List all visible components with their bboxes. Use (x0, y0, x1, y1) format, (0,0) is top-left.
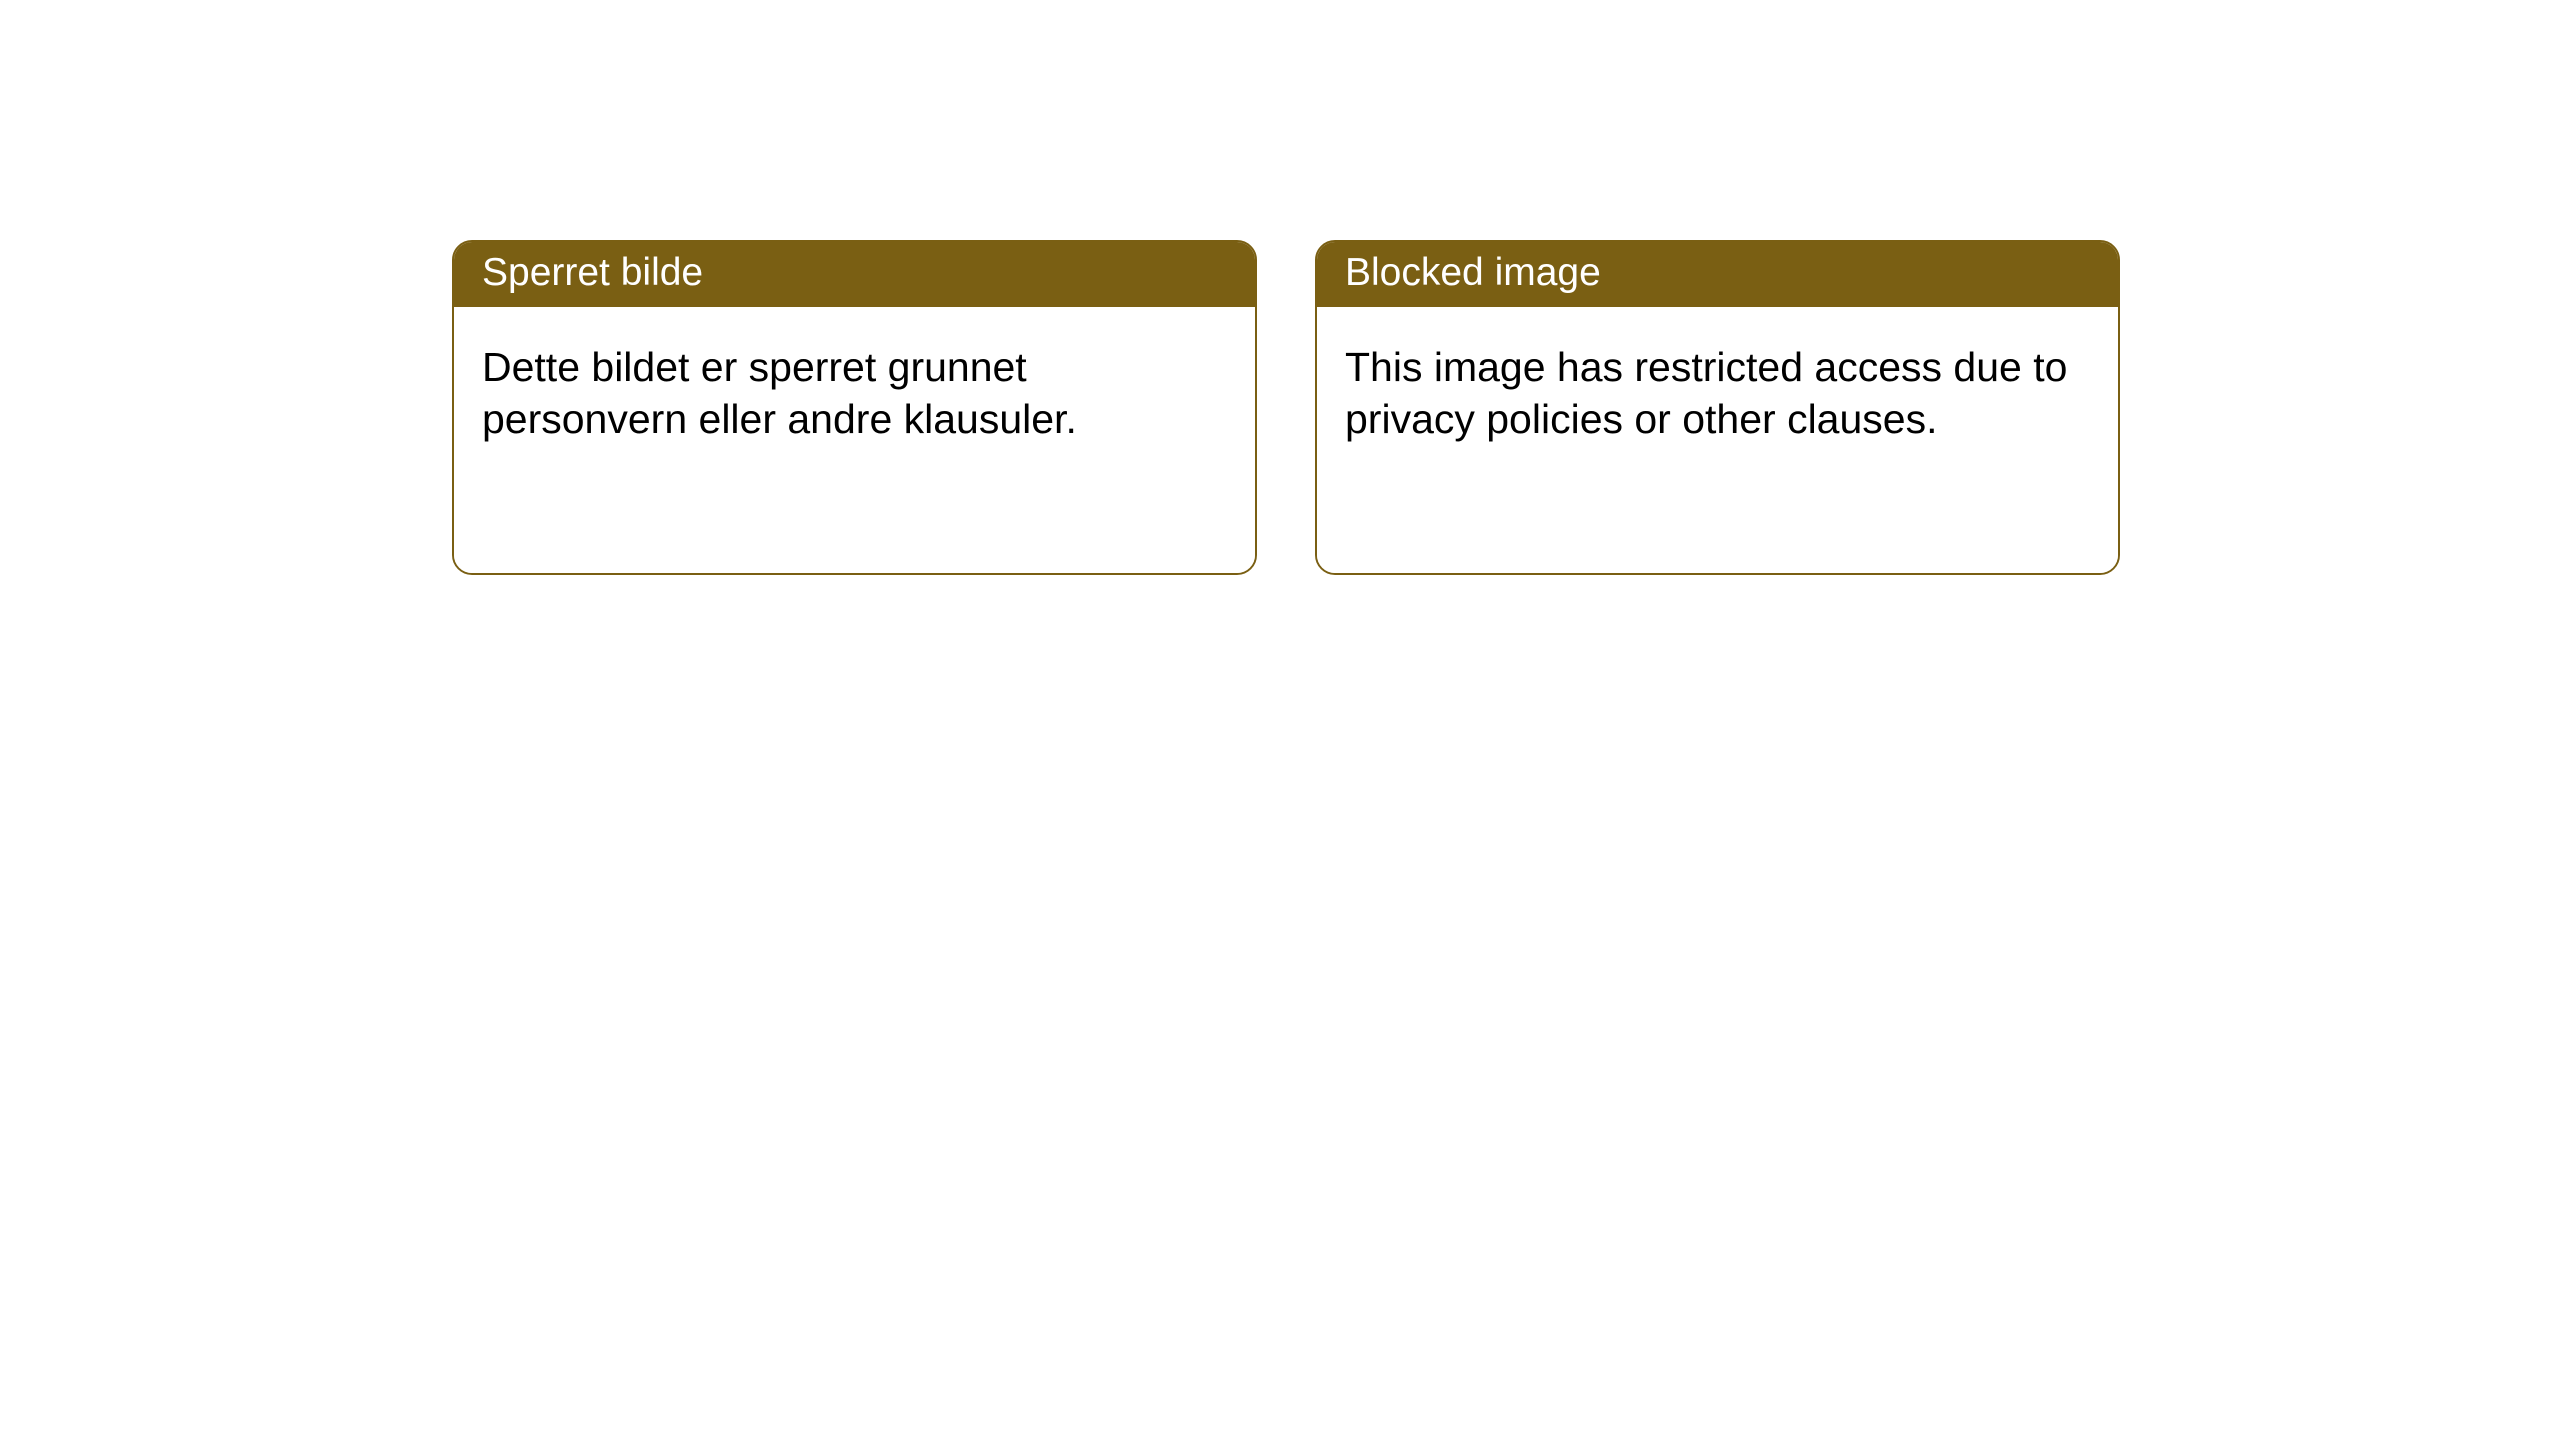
blocked-image-card-no: Sperret bilde Dette bildet er sperret gr… (452, 240, 1257, 575)
notice-container: Sperret bilde Dette bildet er sperret gr… (0, 0, 2560, 575)
card-header-en: Blocked image (1317, 242, 2118, 307)
card-body-no: Dette bildet er sperret grunnet personve… (454, 307, 1255, 573)
blocked-image-card-en: Blocked image This image has restricted … (1315, 240, 2120, 575)
card-body-en: This image has restricted access due to … (1317, 307, 2118, 573)
card-header-no: Sperret bilde (454, 242, 1255, 307)
